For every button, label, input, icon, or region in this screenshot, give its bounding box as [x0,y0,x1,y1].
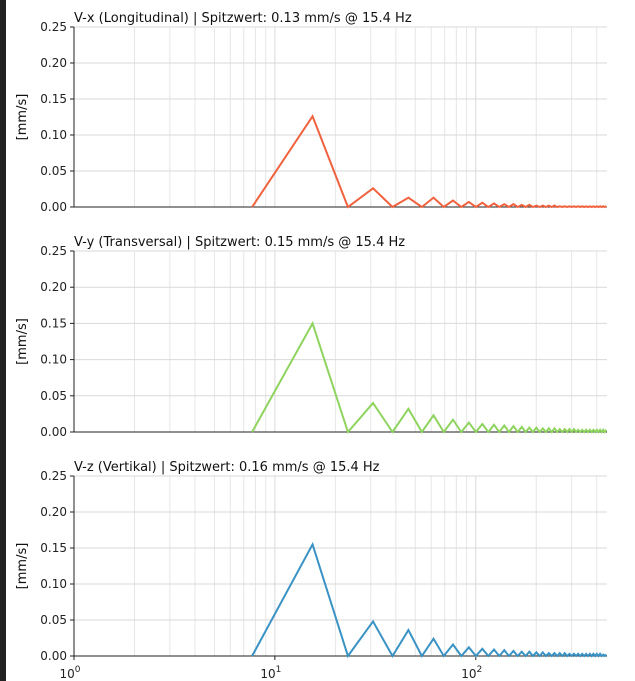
y-tick-label: 0.20 [40,56,67,70]
y-axis-label: [mm/s] [15,543,30,590]
y-axis-label: [mm/s] [15,94,30,141]
y-axis-label: [mm/s] [15,318,30,365]
x-tick-label: 101 [260,665,281,681]
y-tick-label: 0.05 [40,164,67,178]
x-tick-label: 100 [59,665,80,681]
y-tick-label: 0.20 [40,280,67,294]
y-tick-label: 0.25 [40,469,67,483]
series-line [251,320,608,434]
chart-title: V-z (Vertikal) | Spitzwert: 0.16 mm/s @ … [74,460,380,475]
y-tick-label: 0.00 [40,200,67,214]
left-frame-bar [0,0,6,681]
x-tick-label: 102 [461,665,482,681]
y-tick-label: 0.05 [40,613,67,627]
y-tick-label: 0.25 [40,244,67,258]
y-tick-label: 0.00 [40,649,67,663]
y-tick-label: 0.10 [40,353,67,367]
series-line [251,114,607,209]
y-tick-label: 0.00 [40,425,67,439]
chart-title: V-x (Longitudinal) | Spitzwert: 0.13 mm/… [74,11,412,26]
y-tick-label: 0.20 [40,505,67,519]
series-line [251,541,608,659]
y-tick-label: 0.25 [40,20,67,34]
y-tick-label: 0.15 [40,316,67,330]
chart-title: V-y (Transversal) | Spitzwert: 0.15 mm/s… [74,235,405,250]
y-tick-label: 0.10 [40,577,67,591]
y-tick-label: 0.15 [40,92,67,106]
y-tick-label: 0.05 [40,389,67,403]
y-tick-label: 0.10 [40,128,67,142]
y-tick-label: 0.15 [40,541,67,555]
